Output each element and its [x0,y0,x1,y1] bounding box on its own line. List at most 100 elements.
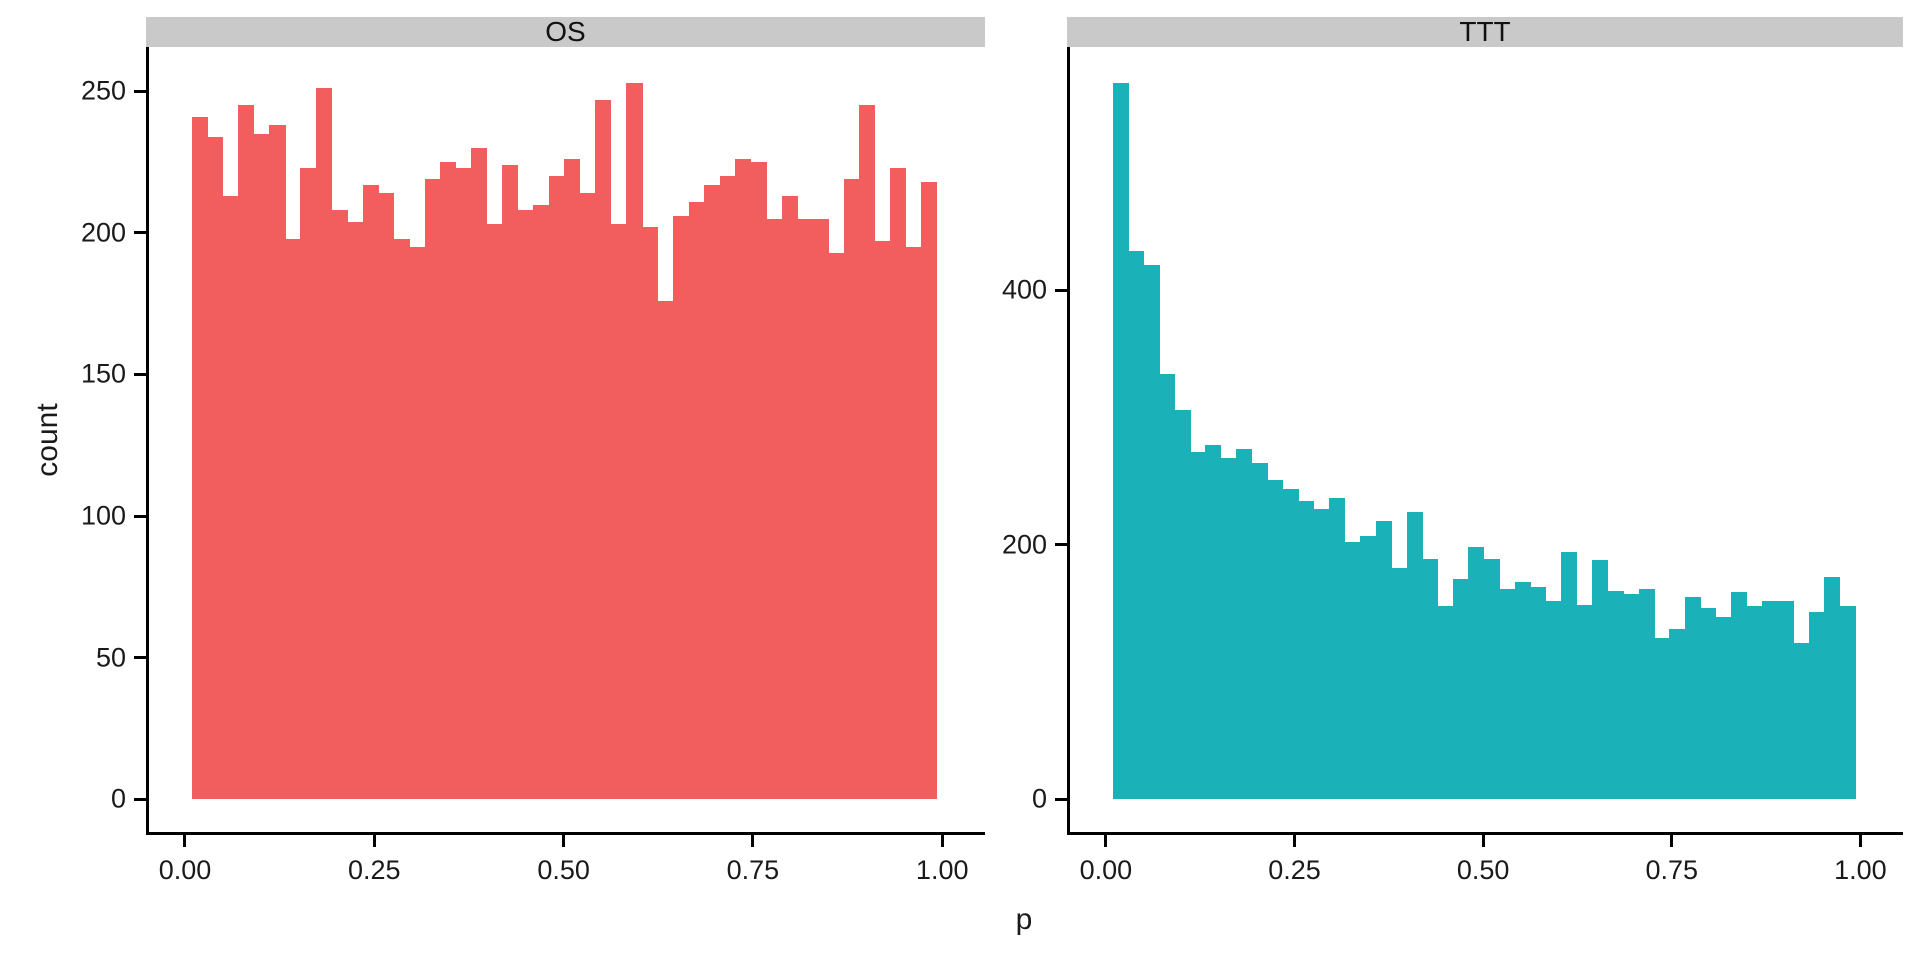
histogram-bar [797,218,814,800]
histogram-bar [704,184,721,800]
x-tick-label: 0.25 [348,855,401,885]
histogram-bar [1437,605,1454,800]
histogram-bar [1329,497,1346,800]
x-tick-mark [751,835,755,847]
histogram-bar [1638,589,1655,800]
x-tick-label: 0.75 [1645,855,1699,885]
histogram-bar [1499,589,1516,800]
histogram-bar [284,238,302,800]
x-tick-label: 0.50 [537,855,590,885]
histogram-bar [641,227,659,800]
histogram-bar [859,105,876,800]
histogram-bar [1715,617,1732,800]
facet-strip-os: OS [146,16,985,47]
histogram-bar [1159,374,1176,800]
histogram-bar [1839,605,1856,800]
histogram-bar [269,125,286,800]
y-tick-mark [1055,543,1067,547]
histogram-bar [1669,628,1686,800]
x-tick-label: 0.00 [1079,855,1133,885]
histogram-bar [207,136,224,800]
x-axis-title: p [1015,903,1033,936]
histogram-bar [1112,82,1129,800]
y-tick-mark [1055,288,1067,292]
histogram-bar [1143,264,1160,800]
y-tick-label: 0 [110,783,126,814]
histogram-bar [828,252,845,800]
histogram-bar [1406,511,1423,800]
y-tick-mark [134,656,146,660]
histogram-bar [1700,608,1717,800]
x-tick-mark [1481,835,1485,847]
histogram-bar [1762,600,1779,800]
y-tick-mark [134,231,146,235]
y-tick-label: 150 [80,358,126,389]
facet-strip-ttt-label: TTT [1459,16,1511,47]
histogram-bar [564,159,581,800]
histogram-bar [579,193,596,800]
histogram-bar [191,116,208,800]
histogram-bar [1298,501,1315,800]
y-tick-label: 200 [1001,529,1047,560]
histogram-bar [409,247,426,800]
y-tick-label: 50 [95,642,126,673]
histogram-bar [905,247,922,800]
x-tick-label: 0.75 [726,855,780,885]
x-tick-label: 0.25 [1268,855,1321,885]
x-tick-mark [1670,835,1674,847]
histogram-bar [1746,605,1763,800]
histogram-bar [1530,586,1547,800]
histogram-bar [331,210,348,800]
histogram-bar [1576,604,1593,800]
histogram-bar [502,164,519,800]
y-tick-label: 250 [80,75,126,106]
y-tick-mark [134,89,146,93]
histogram-bar [347,221,364,800]
histogram-bar [1282,488,1299,800]
histogram-bar [1360,535,1377,800]
x-tick-mark [372,835,376,847]
panel-ttt [1067,47,1903,835]
histogram-bar [486,224,503,800]
histogram-bar [1236,449,1253,800]
histogram-bar [1793,642,1810,800]
histogram-bar [1128,250,1145,800]
histogram-bar [378,193,395,800]
histogram-bar [1205,445,1222,800]
histogram-bar [1561,552,1578,800]
y-axis-title: count [31,403,64,477]
histogram-bar [781,196,798,800]
histogram-bar [1391,567,1408,800]
histogram-bar [672,215,690,800]
histogram-bar [719,176,736,800]
histogram-bar [238,105,255,800]
histogram-bar [1344,542,1361,800]
y-tick-mark [134,514,146,518]
histogram-bar [890,167,907,800]
histogram-bar [471,147,488,800]
histogram-bar [874,241,891,800]
histogram-bar [1592,559,1609,800]
histogram-bar [440,162,457,800]
histogram-bar [812,218,829,800]
panel-os [146,47,985,835]
histogram-bar [1251,463,1268,800]
histogram-bar [657,300,674,800]
histogram-bar [548,176,565,800]
histogram-bar [1623,594,1640,800]
histogram-bar [533,204,550,800]
histogram-bar [1220,458,1237,800]
x-tick-label: 0.50 [1456,855,1510,885]
histogram-bar [1421,558,1439,800]
histogram-bar [455,167,472,800]
histogram-bar [1653,637,1671,800]
histogram-bar [1375,520,1392,800]
histogram-bar [1607,590,1624,800]
y-tick-label: 100 [80,500,126,531]
histogram-bar [222,196,239,800]
histogram-bar [393,238,410,800]
histogram-bar [1452,579,1469,800]
histogram-bar [1468,547,1485,800]
histogram-bar [253,133,270,800]
